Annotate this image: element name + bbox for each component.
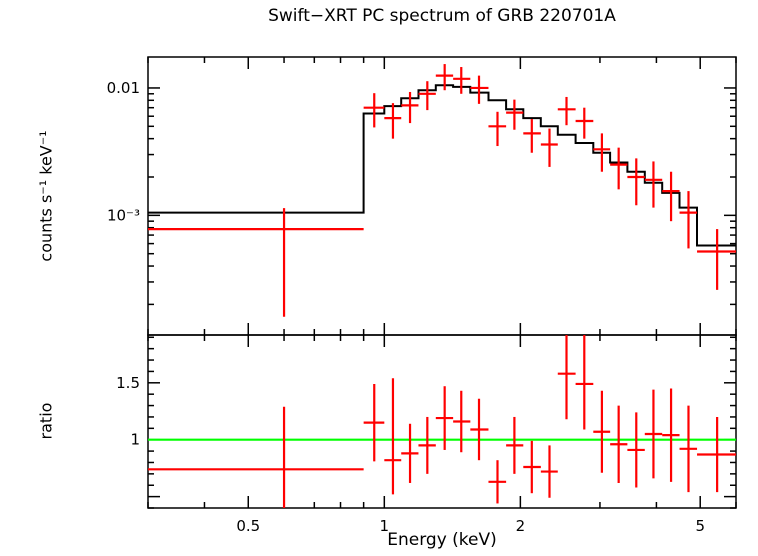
y-axis-label-counts: counts s⁻¹ keV⁻¹ (36, 130, 56, 262)
y-tick-label: 1.5 (116, 374, 140, 392)
x-tick-label: 5 (695, 517, 705, 535)
spectrum-error-bars (148, 64, 736, 317)
y-tick-label: 10⁻³ (107, 206, 140, 224)
y-tick-label: 1 (130, 431, 140, 449)
x-tick-label: 1 (380, 517, 390, 535)
y-axis-label-ratio: ratio (36, 402, 56, 440)
panel-frame-ratio (147, 334, 737, 509)
spectrum-data-layer (148, 64, 736, 317)
x-tick-label: 0.5 (236, 517, 260, 535)
x-axis-label: Energy (keV) (387, 530, 497, 550)
ratio-data-layer (148, 335, 736, 508)
model-step-line (148, 84, 736, 247)
panel-frame-spectrum (147, 56, 737, 336)
x-tick-label: 2 (516, 517, 526, 535)
ratio-error-bars (148, 335, 736, 508)
y-tick-label: 0.01 (107, 79, 140, 97)
chart-title: Swift−XRT PC spectrum of GRB 220701A (268, 6, 616, 26)
